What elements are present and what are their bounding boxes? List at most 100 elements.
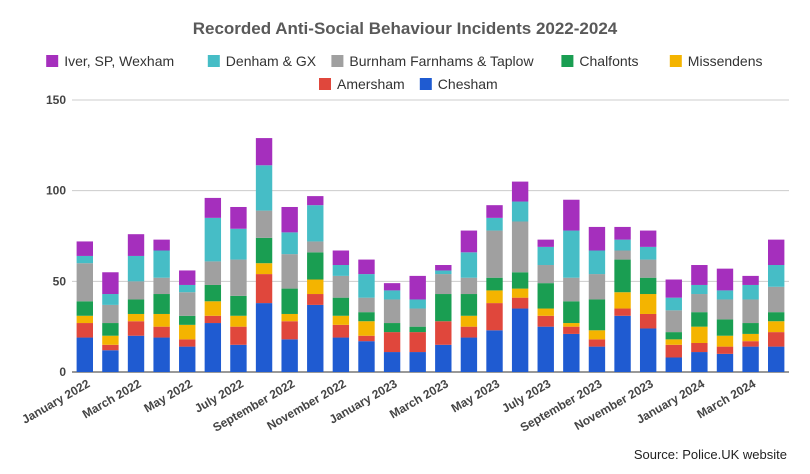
bar-segment — [460, 315, 478, 327]
bar-segment — [127, 335, 145, 372]
bar-segment — [665, 332, 682, 340]
bar-segment — [179, 270, 196, 285]
bar-segment — [332, 297, 350, 316]
chart-title: Recorded Anti-Social Behaviour Incidents… — [193, 19, 618, 38]
bar-segment — [665, 357, 682, 372]
bar-segment — [511, 221, 529, 273]
legend-label: Iver, SP, Wexham — [64, 53, 174, 69]
bar-segment — [383, 299, 401, 324]
bar-segment — [742, 275, 759, 285]
bar-segment — [204, 301, 222, 316]
bar-stack — [511, 181, 529, 372]
bar-segment — [486, 277, 503, 291]
bar-stack — [255, 138, 273, 372]
bar-segment — [281, 254, 298, 289]
bar-segment — [179, 346, 196, 372]
bar-segment — [127, 234, 145, 256]
bar-segment — [435, 265, 452, 271]
bar-segment — [358, 297, 375, 313]
bar-segment — [307, 196, 324, 206]
bar-stack — [127, 234, 145, 372]
bar-segment — [537, 265, 554, 284]
bar-stack — [614, 226, 631, 372]
bar-segment — [255, 263, 273, 275]
bar-segment — [588, 330, 606, 340]
legend-swatch — [561, 55, 574, 67]
bar-segment — [665, 344, 682, 358]
legend-item: Denham & GX — [207, 53, 317, 69]
bar-segment — [281, 288, 298, 314]
bar-segment — [332, 315, 350, 325]
y-tick-label: 150 — [46, 93, 66, 107]
bar-segment — [358, 321, 375, 336]
source-note: Source: Police.UK website — [634, 447, 787, 462]
y-tick-label: 100 — [46, 184, 66, 198]
bar-segment — [639, 277, 657, 295]
bar-stack — [588, 226, 606, 372]
bar-segment — [127, 281, 145, 300]
bar-segment — [102, 350, 119, 372]
bar-segment — [255, 210, 273, 238]
bar-segment — [127, 321, 145, 336]
y-tick-label: 50 — [53, 274, 67, 288]
bar-stack — [537, 239, 554, 372]
bar-stack — [281, 206, 298, 372]
bar-segment — [255, 303, 273, 372]
bar-segment — [511, 272, 529, 289]
bar-segment — [716, 299, 734, 320]
bar-segment — [537, 308, 554, 316]
bar-segment — [716, 319, 734, 336]
bar-segment — [716, 335, 734, 347]
bar-segment — [281, 313, 298, 322]
bar-segment — [281, 321, 298, 340]
bar-stack — [204, 197, 222, 372]
bar-segment — [486, 230, 503, 278]
bar-segment — [639, 259, 657, 278]
bar-segment — [768, 286, 785, 313]
bar-segment — [639, 313, 657, 329]
bar-segment — [588, 226, 606, 251]
bar-segment — [768, 265, 785, 287]
bar-segment — [281, 232, 298, 255]
bar-segment — [76, 301, 93, 316]
bar-segment — [665, 279, 682, 298]
bar-segment — [768, 321, 785, 333]
bar-segment — [127, 313, 145, 322]
legend-item: Iver, SP, Wexham — [46, 53, 174, 69]
bar-segment — [307, 294, 324, 305]
legend-swatch — [46, 55, 59, 67]
bar-segment — [255, 237, 273, 264]
bar-segment — [230, 206, 247, 229]
bar-segment — [742, 341, 759, 347]
bar-segment — [460, 277, 478, 295]
bar-segment — [332, 265, 350, 276]
bar-segment — [435, 321, 452, 345]
bar-segment — [665, 310, 682, 333]
bar-segment — [102, 294, 119, 305]
bar-segment — [204, 284, 222, 302]
bar-segment — [102, 335, 119, 345]
bar-stack — [179, 270, 196, 372]
bar-segment — [332, 275, 350, 298]
bar-segment — [614, 259, 631, 293]
bar-segment — [639, 328, 657, 372]
bar-segment — [230, 295, 247, 316]
bar-segment — [511, 297, 529, 309]
bar-segment — [153, 313, 170, 327]
bar-stack — [409, 275, 426, 372]
bar-segment — [435, 294, 452, 322]
bar-segment — [409, 299, 426, 309]
bar-segment — [153, 277, 170, 295]
legend-label: Burnham Farnhams & Taplow — [349, 53, 534, 69]
bar-segment — [742, 346, 759, 372]
legend-item: Missendens — [669, 53, 763, 69]
legend-item: Chesham — [419, 76, 498, 92]
bar-segment — [204, 323, 222, 372]
bar-stack — [383, 283, 401, 372]
bar-segment — [102, 323, 119, 336]
x-tick-label: March 2023 — [387, 376, 451, 421]
bar-segment — [537, 326, 554, 372]
bar-stack — [307, 196, 324, 372]
bar-segment — [230, 315, 247, 327]
